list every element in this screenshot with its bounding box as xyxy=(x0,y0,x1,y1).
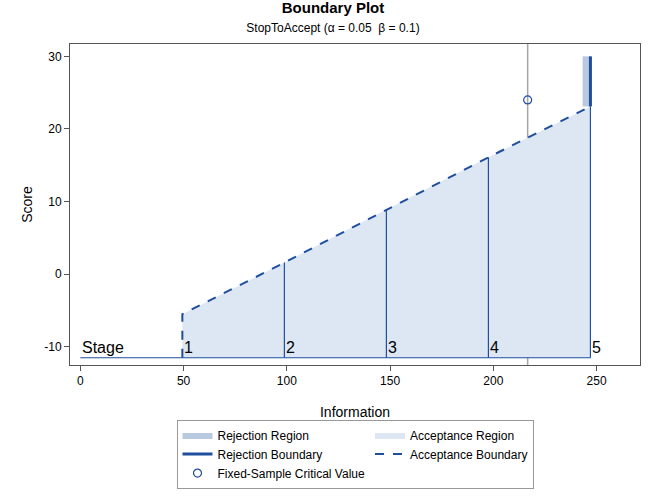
svg-text:Score: Score xyxy=(19,186,35,223)
svg-text:1: 1 xyxy=(184,339,193,356)
svg-text:4: 4 xyxy=(490,339,499,356)
svg-text:-10: -10 xyxy=(44,340,62,354)
svg-text:Information: Information xyxy=(320,404,390,420)
svg-text:2: 2 xyxy=(286,339,295,356)
svg-text:30: 30 xyxy=(48,50,62,64)
svg-text:0: 0 xyxy=(77,374,84,388)
svg-text:50: 50 xyxy=(177,374,191,388)
svg-text:0: 0 xyxy=(55,267,62,281)
svg-text:3: 3 xyxy=(388,339,397,356)
svg-text:Rejection Region: Rejection Region xyxy=(218,429,309,443)
svg-text:Stage: Stage xyxy=(82,339,124,356)
svg-text:100: 100 xyxy=(277,374,297,388)
svg-text:10: 10 xyxy=(48,195,62,209)
svg-text:150: 150 xyxy=(380,374,400,388)
svg-text:Fixed-Sample Critical Value: Fixed-Sample Critical Value xyxy=(218,467,365,481)
svg-text:Acceptance Boundary: Acceptance Boundary xyxy=(410,448,527,462)
svg-text:5: 5 xyxy=(592,339,601,356)
svg-text:Boundary PlotStopToAccept (α =: Boundary PlotStopToAccept (α = 0.05 β = … xyxy=(246,0,419,35)
svg-text:Acceptance Region: Acceptance Region xyxy=(410,429,514,443)
svg-text:Rejection Boundary: Rejection Boundary xyxy=(218,448,323,462)
svg-text:250: 250 xyxy=(587,374,607,388)
svg-text:200: 200 xyxy=(483,374,503,388)
svg-text:20: 20 xyxy=(48,122,62,136)
